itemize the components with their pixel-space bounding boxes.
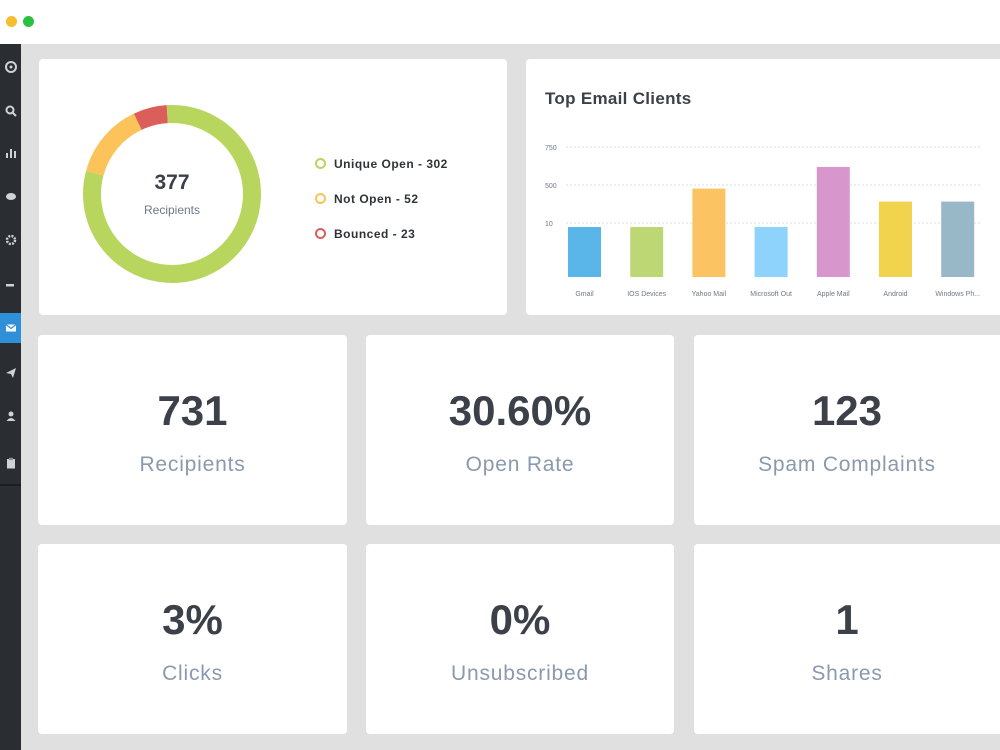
sidebar-item-chat[interactable] [0,182,21,212]
legend-dot-icon [315,193,326,204]
chat-icon [5,193,16,200]
bar-windows-ph [941,201,975,277]
bar-ios-devices [630,227,664,277]
donut-total: 377 [154,171,190,194]
bar-microsoft-out [754,227,788,277]
stat-value: 123 [811,387,883,434]
legend-item-bounced: Bounced - 23 [315,222,448,245]
stat-label: Spam Complaints [758,453,936,476]
x-tick-label: Yahoo Mail [692,291,727,298]
send-icon [5,368,16,378]
clipboard-icon [6,457,15,469]
recipients-summary-card: 377 Recipients Unique Open - 302 Not Ope… [39,59,507,315]
donut-segment-not-open [86,113,142,176]
x-tick-label: Android [883,291,907,298]
email-clients-bar-chart: 750 500 10 Gmail IOS Devices Yahoo Mail Micros… [545,145,981,298]
bar-android [879,201,912,277]
donut-total-label: Recipients [143,203,201,217]
y-tick-label: 500 [545,183,557,190]
chart-title: Top Email Clients [545,89,692,108]
x-tick-label: Apple Mail [817,291,850,298]
stat-label: Open Rate [465,453,575,476]
stat-value: 3% [162,596,223,643]
stat-label: Clicks [162,662,223,685]
legend-dot-icon [315,158,326,169]
sidebar-item-clipboard[interactable] [0,448,21,478]
y-tick-label: 750 [545,145,557,152]
stat-card-shares: 1 Shares [694,544,1000,734]
legend-label: Not Open - 52 [334,191,419,206]
sidebar-item-email[interactable] [0,313,21,343]
user-icon [6,411,15,421]
stat-card-spam-complaints: 123 Spam Complaints [694,335,1000,525]
sidebar-divider [0,484,21,486]
stat-label: Shares [811,662,883,685]
sidebar-item-settings[interactable] [0,225,21,255]
stat-label: Unsubscribed [451,662,589,685]
legend-item-not-open: Not Open - 52 [315,187,448,210]
minimize-button[interactable] [6,16,17,27]
x-tick-label: Microsoft Out [750,291,792,298]
sidebar-item-reports[interactable] [0,138,21,168]
sidebar-item-tools[interactable] [0,270,21,300]
bar-gmail [568,227,601,277]
bar-yahoo-mail [692,188,726,277]
top-email-clients-card: Top Email Clients 750 500 10 Gmail IOS Devic… [526,59,1000,315]
stat-card-unsubscribed: 0% Unsubscribed [366,544,674,734]
y-tick-label: 10 [545,221,553,228]
maximize-button[interactable] [23,16,34,27]
bar-apple-mail [816,166,850,277]
stat-card-recipients: 731 Recipients [38,335,347,525]
email-icon [5,324,16,332]
stat-value: 30.60% [448,387,592,434]
sidebar-item-user[interactable] [0,401,21,431]
dashboard-icon [4,61,17,73]
tools-icon [5,284,14,287]
recipients-donut-chart [83,105,261,283]
donut-center: 377 Recipients [81,103,263,285]
stat-label: Recipients [139,453,246,476]
legend-dot-icon [315,228,326,239]
settings-icon [5,234,16,246]
sidebar-item-dashboard[interactable] [0,52,21,82]
legend-item-unique-open: Unique Open - 302 [315,152,448,175]
stat-value: 0% [489,596,551,643]
legend-label: Unique Open - 302 [334,156,448,171]
x-tick-label: Windows Ph... [935,291,980,298]
sidebar-item-send[interactable] [0,358,21,388]
stat-value: 731 [157,387,228,434]
stat-card-clicks: 3% Clicks [38,544,347,734]
donut-legend: Unique Open - 302 Not Open - 52 Bounced … [315,152,448,257]
x-tick-label: Gmail [575,291,594,298]
reports-icon [5,149,16,158]
sidebar [0,44,21,750]
stat-card-open-rate: 30.60% Open Rate [366,335,674,525]
donut-segment-bounced [133,105,169,130]
sidebar-item-search[interactable] [0,96,21,126]
search-icon [5,105,17,117]
stat-value: 1 [835,596,859,643]
legend-label: Bounced - 23 [334,226,416,241]
x-tick-label: IOS Devices [627,291,666,298]
donut-segment-unique-open [83,105,261,283]
window-titlebar [0,0,1000,44]
